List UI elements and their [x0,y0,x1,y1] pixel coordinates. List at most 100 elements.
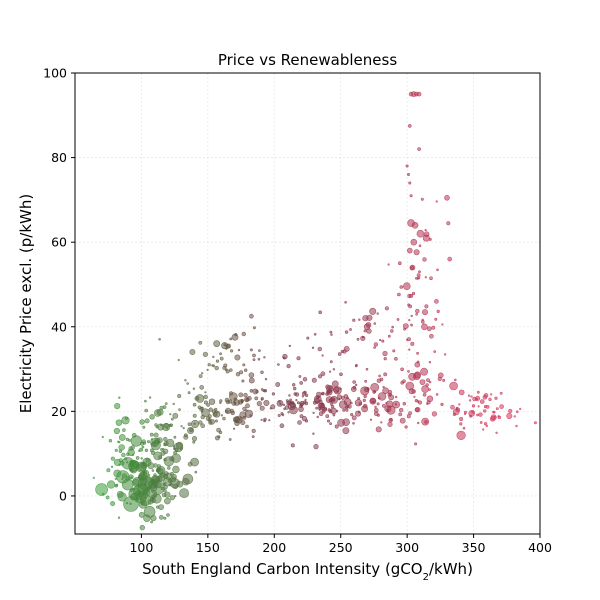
data-point [198,420,203,425]
data-point [330,402,333,406]
data-point [160,424,163,427]
x-tick-label: 100 [129,540,153,555]
data-point [330,333,333,336]
data-point [198,374,203,379]
data-point [173,450,178,455]
data-point [311,346,315,349]
data-point [264,378,268,381]
data-point [424,276,427,279]
data-point [156,468,160,472]
data-point [428,361,432,364]
data-point [242,363,246,367]
data-point [485,424,488,428]
data-point [362,315,369,322]
data-point [338,400,348,409]
data-point [433,350,437,353]
data-point [442,378,446,382]
data-point [268,419,271,422]
data-point [428,388,431,391]
data-point [402,402,406,406]
data-point [187,391,191,395]
data-point [469,414,473,418]
data-point [407,303,411,307]
data-point [482,428,485,431]
data-point [397,261,402,266]
data-point [444,195,450,201]
data-point [414,442,418,446]
data-point [458,403,461,406]
data-point [201,408,210,418]
data-point [332,413,336,417]
data-point [238,392,244,398]
data-point [187,426,195,434]
data-point [290,443,295,448]
data-point [177,393,182,398]
data-point [459,416,464,421]
data-point [381,403,386,408]
data-point [212,355,215,359]
data-point [340,349,345,354]
data-point [494,396,498,400]
data-point [410,341,415,346]
data-point [446,221,451,226]
data-point [163,477,173,487]
data-point [318,310,323,315]
data-point [424,229,427,232]
data-point [203,400,208,405]
data-point [245,403,250,409]
data-point [418,244,422,247]
data-point [162,448,165,451]
y-axis-ticks: 0 20 40 60 80 100 [43,66,75,503]
data-point [447,256,453,262]
data-point [176,441,184,449]
data-point [421,318,424,321]
data-point [318,411,324,417]
data-point [153,451,163,461]
data-point [495,431,498,434]
data-point [391,325,395,329]
data-point [356,337,360,341]
data-point [413,395,416,398]
data-point [184,379,187,382]
data-point [482,394,488,400]
data-point [376,402,380,406]
data-point [328,409,333,414]
data-point [245,424,249,429]
data-point [415,308,420,314]
data-point [117,516,121,519]
data-point [317,374,323,379]
data-point [431,325,436,330]
data-point [257,357,261,361]
data-point [219,356,224,361]
data-point [434,317,438,321]
data-point [130,435,142,447]
x-tick-label: 400 [528,540,552,555]
data-point [316,415,319,419]
data-point [170,417,174,421]
x-tick-label: 200 [262,540,286,555]
data-point [192,387,196,390]
y-tick-label: 40 [51,319,67,334]
data-point [114,477,117,481]
data-point [162,448,169,454]
y-tick-label: 100 [43,66,67,81]
data-point [152,441,157,446]
data-point [277,413,281,417]
data-point [314,398,320,404]
data-point [397,292,401,297]
data-point [459,422,463,426]
data-point [117,440,120,443]
data-point [121,452,126,458]
data-point [392,349,396,353]
data-point [410,238,418,246]
data-point [339,372,343,377]
data-point [169,471,174,476]
data-point [370,382,380,392]
data-point [450,404,455,410]
data-point [128,487,142,501]
data-point [229,368,233,372]
data-point [375,426,382,433]
data-point [443,353,447,356]
data-point [533,421,537,425]
data-point [407,124,412,128]
